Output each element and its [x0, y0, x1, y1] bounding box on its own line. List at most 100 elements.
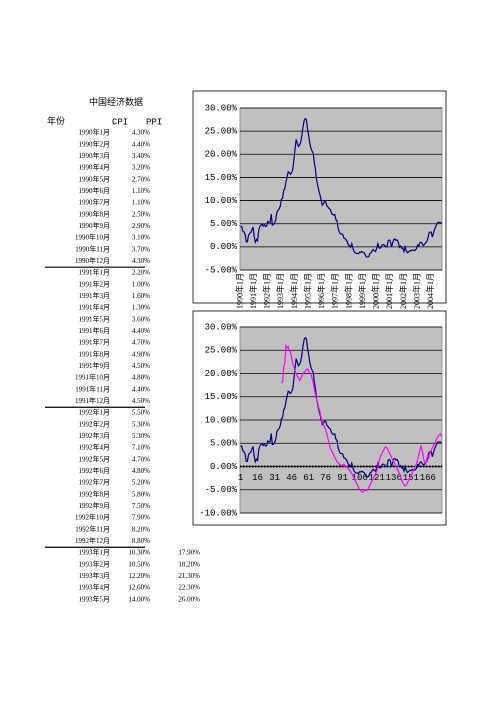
- cell-date: 1991年6月: [79, 326, 111, 335]
- cell-value: 4.90%: [132, 350, 150, 358]
- cell-date: 1990年11月: [75, 244, 110, 253]
- y-tick-label: 20.00%: [205, 369, 238, 379]
- y-tick-label: 5.00%: [210, 219, 238, 229]
- cell-date: 1992年6月: [79, 466, 111, 475]
- y-tick-label: 0.00%: [210, 462, 238, 472]
- x-tick-label: 91: [337, 473, 348, 483]
- header-year: 年份: [47, 115, 65, 126]
- cell-value: 4.40%: [132, 327, 150, 335]
- series-line: [240, 117, 442, 258]
- cell-value: 4.40%: [132, 385, 150, 393]
- cell-value: 4.30%: [132, 129, 150, 137]
- cell-value: 4.50%: [132, 397, 150, 405]
- cell-value: 4.80%: [132, 467, 150, 475]
- x-tick-label: 2004年1月: [425, 273, 435, 309]
- cell-date: 1993年1月: [79, 548, 111, 557]
- y-tick-label: 15.00%: [205, 392, 238, 402]
- cell-date: 1990年2月: [79, 139, 111, 148]
- cell-value: 5.30%: [132, 420, 150, 428]
- y-tick-label: 5.00%: [210, 439, 238, 449]
- cell-date: 1991年2月: [79, 279, 111, 288]
- cell-value: 7.10%: [132, 444, 150, 452]
- cell-date: 1990年8月: [79, 209, 111, 218]
- cell-date: 1991年11月: [75, 384, 110, 393]
- cell-date: 1993年3月: [79, 571, 111, 580]
- cell-value: 26.00%: [178, 595, 200, 603]
- cell-value: 18.20%: [178, 560, 200, 568]
- y-tick-label: 30.00%: [205, 322, 238, 332]
- cell-value: 1.60%: [132, 292, 150, 300]
- cell-date: 1993年2月: [79, 559, 111, 568]
- cell-date: 1991年12月: [75, 396, 110, 405]
- cell-date: 1990年5月: [79, 174, 111, 183]
- cell-value: 4.70%: [132, 455, 150, 463]
- cell-date: 1992年7月: [79, 478, 111, 487]
- x-tick-label: 136: [386, 473, 402, 483]
- cell-date: 1990年4月: [79, 163, 111, 172]
- x-tick-label: 166: [420, 473, 436, 483]
- x-tick-label: 1: [238, 473, 243, 483]
- x-tick-label: 1990年1月: [234, 273, 244, 309]
- cell-value: 3.70%: [132, 245, 150, 253]
- y-tick-label: -5.00%: [205, 485, 238, 495]
- cell-value: 3.40%: [132, 152, 150, 160]
- cell-date: 1991年7月: [79, 338, 111, 347]
- series-line: [240, 336, 442, 478]
- cell-value: 4.80%: [132, 374, 150, 382]
- cell-value: 4.40%: [132, 140, 150, 148]
- cell-date: 1992年12月: [75, 536, 110, 545]
- cell-value: 14.00%: [128, 595, 150, 603]
- x-tick-label: 2000年1月: [371, 273, 381, 309]
- series-line: [280, 343, 442, 493]
- cell-date: 1992年8月: [79, 489, 111, 498]
- cell-date: 1992年9月: [79, 501, 111, 510]
- cell-value: 12.60%: [128, 584, 150, 592]
- cell-value: 5.80%: [132, 490, 150, 498]
- y-tick-label: 30.00%: [205, 103, 238, 113]
- x-tick-label: 1998年1月: [343, 273, 353, 309]
- x-tick-label: 1991年1月: [248, 273, 258, 309]
- x-tick-label: 2003年1月: [411, 273, 421, 309]
- cell-date: 1992年10月: [75, 513, 110, 522]
- cell-date: 1990年7月: [79, 198, 111, 207]
- cell-value: 22.30%: [178, 584, 200, 592]
- y-tick-label: 15.00%: [205, 173, 238, 183]
- cell-value: 21.30%: [178, 572, 200, 580]
- cell-date: 1991年10月: [75, 373, 110, 382]
- x-tick-label: 31: [269, 473, 280, 483]
- cell-value: 8.20%: [132, 525, 150, 533]
- cell-value: 3.20%: [132, 164, 150, 172]
- cell-date: 1993年5月: [79, 594, 111, 603]
- cell-value: 10.30%: [128, 549, 150, 557]
- cell-value: 5.30%: [132, 432, 150, 440]
- x-tick-label: 1992年1月: [262, 273, 272, 309]
- header-cpi: CPI: [112, 117, 128, 127]
- cell-date: 1991年3月: [79, 291, 111, 300]
- x-tick-label: 1997年1月: [330, 273, 340, 309]
- cell-date: 1992年3月: [79, 431, 111, 440]
- cell-value: 17.90%: [178, 549, 200, 557]
- cell-date: 1991年1月: [79, 268, 111, 277]
- x-tick-label: 151: [403, 473, 419, 483]
- x-tick-label: 1994年1月: [289, 273, 299, 309]
- cell-date: 1991年9月: [79, 361, 111, 370]
- plot-area: [239, 107, 443, 271]
- cell-date: 1990年12月: [75, 256, 110, 265]
- y-tick-label: 25.00%: [205, 127, 238, 137]
- cell-value: 1.10%: [132, 199, 150, 207]
- x-tick-label: 1999年1月: [357, 273, 367, 309]
- cell-value: 8.80%: [132, 537, 150, 545]
- x-tick-label: 61: [303, 473, 314, 483]
- cell-date: 1993年4月: [79, 583, 111, 592]
- cell-value: 3.60%: [132, 315, 150, 323]
- x-tick-label: 2001年1月: [384, 273, 394, 309]
- cell-date: 1991年8月: [79, 349, 111, 358]
- cell-date: 1990年9月: [79, 221, 111, 230]
- cell-value: 2.90%: [132, 222, 150, 230]
- x-tick-label: 1993年1月: [275, 273, 285, 309]
- x-tick-label: 1995年1月: [302, 273, 312, 309]
- x-tick-label: 2002年1月: [398, 273, 408, 309]
- cell-date: 1991年4月: [79, 303, 111, 312]
- cell-value: 10.50%: [128, 560, 150, 568]
